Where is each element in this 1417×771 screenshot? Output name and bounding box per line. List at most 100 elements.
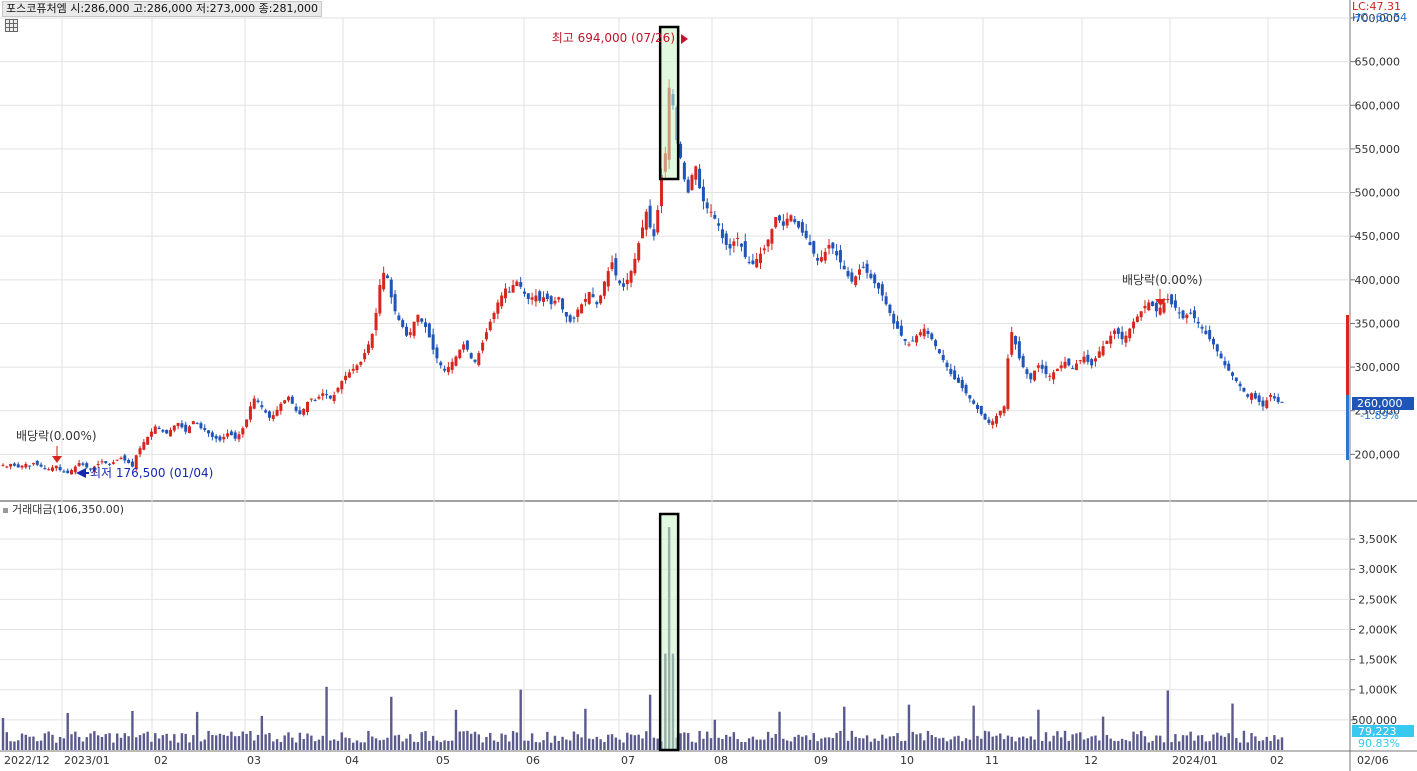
candle-body [759,253,763,264]
candle-body [538,291,542,301]
low-marker-icon [76,468,86,478]
volume-bar [424,731,427,750]
volume-bar [496,741,500,750]
volume-highlight-box [658,512,680,752]
volume-bar [1139,730,1143,750]
volume-tick-label: 2,500K [1358,593,1397,606]
candle-body [732,241,736,246]
candle-body [549,296,553,305]
candle-body [789,215,793,222]
candle-body [717,223,721,226]
volume-bar [568,740,572,750]
candle-body [576,309,580,317]
candle-body [728,244,732,249]
candle-body [92,466,96,471]
volume-bar [968,739,972,750]
volume-bar [135,737,138,750]
candle-body [1215,344,1219,352]
volume-bar [1060,737,1063,750]
volume-bar [702,738,705,750]
candle-body [1002,406,1006,414]
volume-bar [458,731,461,750]
volume-bar [325,686,328,750]
volume-bar [534,742,538,750]
volume-bar [115,733,119,750]
candle-body [1253,393,1257,399]
candle-body [157,427,161,430]
candle-body [233,432,237,439]
candle-body [161,429,165,432]
volume-bar [683,732,686,750]
dividend-label-2: 배당락(0.00%) [1122,273,1203,287]
volume-bar [1254,736,1257,750]
volume-bar [557,740,560,750]
candle-body [1014,336,1018,345]
volume-bar [546,731,549,750]
volume-bar [233,736,237,750]
candle-body [283,400,287,404]
volume-bar [888,736,892,750]
candle-body [138,448,142,455]
volume-bar [336,740,340,750]
volume-bar [279,741,283,750]
volume-bar [1029,736,1032,750]
candle-body [648,205,652,228]
candle-body [1242,387,1246,392]
volume-bar [492,740,496,750]
volume-bar [599,739,602,750]
candle-body [271,415,275,419]
candle-body [134,455,138,469]
volume-bar [804,735,808,750]
volume-bar [112,742,115,750]
candle-body [621,283,625,287]
candle-body [1017,341,1021,359]
volume-bar [477,734,481,750]
candle-body [720,229,724,238]
volume-bar [1006,735,1010,750]
volume-bar [169,740,172,750]
volume-bar [839,730,842,750]
volume-bar [686,733,690,750]
volume-bar [588,738,591,750]
volume-bar [980,738,983,750]
candle-body [846,271,850,277]
volume-bar [245,733,248,750]
candle-body [96,463,100,465]
volume-bar [884,738,888,750]
volume-bar [1265,736,1268,750]
candle-body [420,318,424,322]
table-icon[interactable] [5,19,18,32]
candle-body [431,334,435,350]
candle-body [458,349,462,359]
candle-body [915,335,919,343]
volume-bar [363,742,366,750]
volume-bar [192,735,195,750]
volume-bar [321,735,324,750]
candle-body [188,426,192,434]
volume-bar [230,731,233,750]
volume-bar [1276,739,1280,750]
volume-bar [435,740,439,750]
volume-bar [77,736,81,750]
lc-hc-readout: LC:47.31 HC:-62.54 [1352,1,1407,23]
chart-title: 포스코퓨처엠 시:286,000 고:286,000 저:273,000 종:2… [2,1,322,17]
candle-body [363,353,367,360]
volume-bar [763,739,766,750]
volume-bar [995,735,998,750]
range-bar-down [1346,395,1349,460]
candle-body [979,405,983,415]
candle-body [47,469,51,471]
volume-bar [648,694,652,750]
volume-bar [1101,716,1105,750]
candle-body [111,462,115,464]
candle-body [298,410,302,415]
volume-bar [637,734,640,750]
candle-body [1272,396,1276,399]
candle-body [583,299,587,302]
volume-bar [778,711,781,750]
candle-body [1120,331,1124,340]
candle-body [1181,310,1185,319]
volume-bar [957,735,960,750]
volume-bar [744,742,747,750]
candle-body [561,298,565,310]
